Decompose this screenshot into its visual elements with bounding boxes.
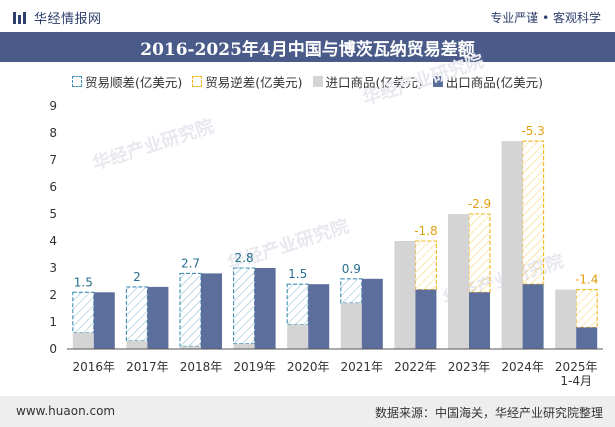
legend-label-import: 进口商品(亿美元) <box>325 75 423 90</box>
footer-url: www.huaon.com <box>16 404 116 418</box>
x-tick-label: 2024年 <box>501 360 544 374</box>
chart-legend: 贸易顺差(亿美元) 贸易逆差(亿美元) 进口商品(亿美元) 出口商品(亿美元) <box>0 72 615 91</box>
surplus-box <box>340 278 363 304</box>
balance-label: 1.5 <box>288 267 307 281</box>
export-bar <box>469 292 490 349</box>
legend-label-deficit: 贸易逆差(亿美元) <box>205 75 303 90</box>
y-tick-label: 1 <box>49 315 57 329</box>
import-bar <box>555 289 577 349</box>
legend-swatch-deficit <box>192 76 203 87</box>
chart-title: 2016-2025年4月中国与博茨瓦纳贸易差额 <box>140 39 475 60</box>
y-tick-label: 8 <box>49 126 57 140</box>
deficit-box <box>522 140 545 285</box>
deficit-box <box>575 289 598 328</box>
legend-item-deficit: 贸易逆差(亿美元) <box>192 72 303 91</box>
watermark-text: 华经产业研究院 <box>90 115 217 175</box>
legend-label-export: 出口商品(亿美元) <box>445 75 544 90</box>
watermark-text: 华经产业研究院 <box>360 50 487 110</box>
balance-label: -5.3 <box>521 124 544 138</box>
balance-label: -2.9 <box>468 197 491 211</box>
x-tick-label: 2023年 <box>448 360 491 374</box>
import-bar <box>501 141 523 349</box>
balance-label: -1.8 <box>414 224 437 238</box>
import-bar <box>448 214 469 349</box>
top-bar: 华经情报网 专业严谨 • 客观科学 <box>0 0 615 32</box>
export-bar <box>576 327 598 349</box>
surplus-box <box>125 286 148 342</box>
legend-label-surplus: 贸易顺差(亿美元) <box>84 75 183 90</box>
import-bar <box>180 346 201 349</box>
import-bar <box>233 343 255 349</box>
y-tick-label: 7 <box>49 153 57 167</box>
deficit-box <box>468 213 491 293</box>
balance-label: 1.5 <box>74 275 93 289</box>
x-tick-label: 2025年 <box>555 360 598 374</box>
brand: 华经情报网 <box>12 8 102 27</box>
import-bar <box>126 340 148 349</box>
y-tick-label: 3 <box>49 261 57 275</box>
x-tick-label: 2018年 <box>180 360 223 374</box>
x-tick-label: 1-4月 <box>560 374 592 388</box>
balance-label: 2.8 <box>235 251 254 265</box>
legend-item-import: 进口商品(亿美元) <box>312 72 423 91</box>
y-tick-label: 9 <box>49 99 57 113</box>
legend-swatch-export <box>432 76 443 87</box>
balance-label: 2 <box>133 270 141 284</box>
x-tick-label: 2022年 <box>394 360 437 374</box>
export-bar <box>93 292 115 349</box>
balance-label: 0.9 <box>342 262 361 276</box>
y-tick-label: 5 <box>49 207 57 221</box>
surplus-box <box>286 283 309 326</box>
import-bar <box>394 241 416 349</box>
import-bar <box>72 332 94 349</box>
export-bar <box>308 284 330 349</box>
legend-swatch-import <box>312 76 323 87</box>
footer-bar: www.huaon.com 数据来源：中国海关，华经产业研究院整理 <box>0 396 615 427</box>
brand-logo-icon <box>13 11 26 24</box>
import-bar <box>340 303 362 349</box>
surplus-box <box>72 291 95 334</box>
x-tick-label: 2019年 <box>233 360 276 374</box>
footer-source: 数据来源：中国海关，华经产业研究院整理 <box>374 406 603 420</box>
import-bar <box>287 324 309 349</box>
y-tick-label: 0 <box>49 342 57 356</box>
legend-item-export: 出口商品(亿美元) <box>432 72 544 91</box>
x-tick-label: 2021年 <box>341 360 384 374</box>
surplus-box <box>179 272 202 347</box>
watermark-text: 华经产业研究院 <box>225 215 352 275</box>
legend-item-surplus: 贸易顺差(亿美元) <box>71 72 183 91</box>
brand-name: 华经情报网 <box>34 12 102 27</box>
legend-swatch-surplus <box>71 76 82 87</box>
x-tick-label: 2016年 <box>73 360 116 374</box>
deficit-box <box>414 240 437 291</box>
export-bar <box>201 273 222 349</box>
x-tick-label: 2020年 <box>287 360 330 374</box>
export-bar <box>522 284 544 349</box>
y-tick-label: 6 <box>49 180 57 194</box>
balance-label: 2.7 <box>181 256 200 270</box>
balance-label: -1.4 <box>575 273 598 287</box>
y-tick-label: 2 <box>49 288 57 302</box>
x-tick-label: 2017年 <box>126 360 169 374</box>
title-bar: 2016-2025年4月中国与博茨瓦纳贸易差额 <box>0 32 615 62</box>
y-tick-label: 4 <box>49 234 57 248</box>
export-bar <box>254 268 276 349</box>
export-bar <box>361 278 383 349</box>
tagline: 专业严谨 • 客观科学 <box>490 11 601 25</box>
surplus-box <box>233 267 256 345</box>
chart-plot: 华经产业研究院华经产业研究院华经产业研究院华经产业研究院01234567891.… <box>49 50 603 388</box>
export-bar <box>147 286 169 349</box>
export-bar <box>415 289 437 349</box>
